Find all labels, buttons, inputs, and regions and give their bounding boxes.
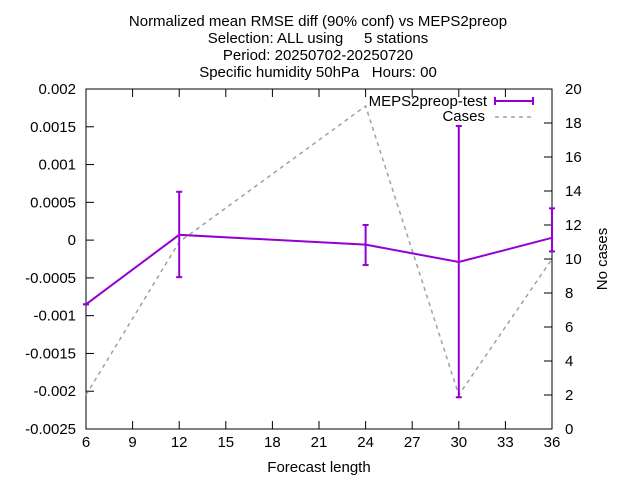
- y-tick-label: 0.001: [38, 157, 76, 174]
- legend-swatch-meps: [494, 97, 534, 105]
- y-tick-label: -0.0005: [25, 270, 76, 287]
- title-line-3: Period: 20250702-20250720: [223, 47, 413, 64]
- y-tick-label: 0: [68, 232, 76, 249]
- y2-tick-label: 12: [565, 217, 582, 234]
- x-axis: 6 9 12 15 18 21 24 27 30 33 36: [82, 89, 561, 451]
- title-line-4: Specific humidity 50hPa Hours: 00: [199, 64, 437, 81]
- y2-axis-label: No cases: [594, 228, 611, 291]
- y-tick-label: 0.0005: [30, 194, 76, 211]
- y2-tick-label: 8: [565, 285, 573, 302]
- x-tick-label: 33: [497, 434, 514, 451]
- x-axis-label: Forecast length: [267, 459, 370, 476]
- x-tick-label: 36: [544, 434, 561, 451]
- meps-errorbar: [176, 190, 183, 279]
- x-tick-label: 30: [450, 434, 467, 451]
- y2-tick-label: 6: [565, 319, 573, 336]
- y2-tick-label: 2: [565, 387, 573, 404]
- y2-tick-label: 14: [565, 183, 582, 200]
- x-tick-label: 21: [311, 434, 328, 451]
- x-tick-label: 12: [171, 434, 188, 451]
- meps-errorbar: [455, 125, 462, 399]
- title-line-2: Selection: ALL using 5 stations: [208, 30, 428, 47]
- y-tick-label: -0.001: [33, 308, 76, 325]
- y-axis: 0.002 0.0015 0.001 0.0005 0 -0.0005 -0.001 -0.0…: [25, 81, 94, 438]
- y2-tick-label: 4: [565, 353, 573, 370]
- meps-errorbar: [362, 224, 369, 267]
- legend-label-meps: MEPS2preop-test: [369, 93, 488, 110]
- y-tick-label: -0.0025: [25, 421, 76, 438]
- chart-title: Normalized mean RMSE diff (90% conf) vs …: [129, 13, 507, 81]
- x-tick-label: 24: [357, 434, 374, 451]
- y2-tick-label: 0: [565, 421, 573, 438]
- x-tick-label: 6: [82, 434, 90, 451]
- x-tick-label: 15: [217, 434, 234, 451]
- y2-tick-label: 18: [565, 115, 582, 132]
- x-tick-label: 9: [128, 434, 136, 451]
- legend-label-cases: Cases: [442, 108, 485, 125]
- meps-errorbar: [549, 207, 555, 253]
- title-line-1: Normalized mean RMSE diff (90% conf) vs …: [129, 13, 507, 30]
- y-tick-label: 0.002: [38, 81, 76, 98]
- meps-line: [85, 233, 553, 306]
- x-tick-label: 18: [264, 434, 281, 451]
- series-layer: [83, 104, 555, 399]
- y-tick-label: -0.002: [33, 383, 76, 400]
- x-tick-label: 27: [404, 434, 421, 451]
- y-tick-label: 0.0015: [30, 119, 76, 136]
- y2-tick-label: 20: [565, 81, 582, 98]
- y-tick-label: -0.0015: [25, 345, 76, 362]
- cases-line: [85, 104, 553, 397]
- legend: MEPS2preop-test Cases: [369, 93, 534, 125]
- y2-tick-label: 10: [565, 251, 582, 268]
- y2-tick-label: 16: [565, 149, 582, 166]
